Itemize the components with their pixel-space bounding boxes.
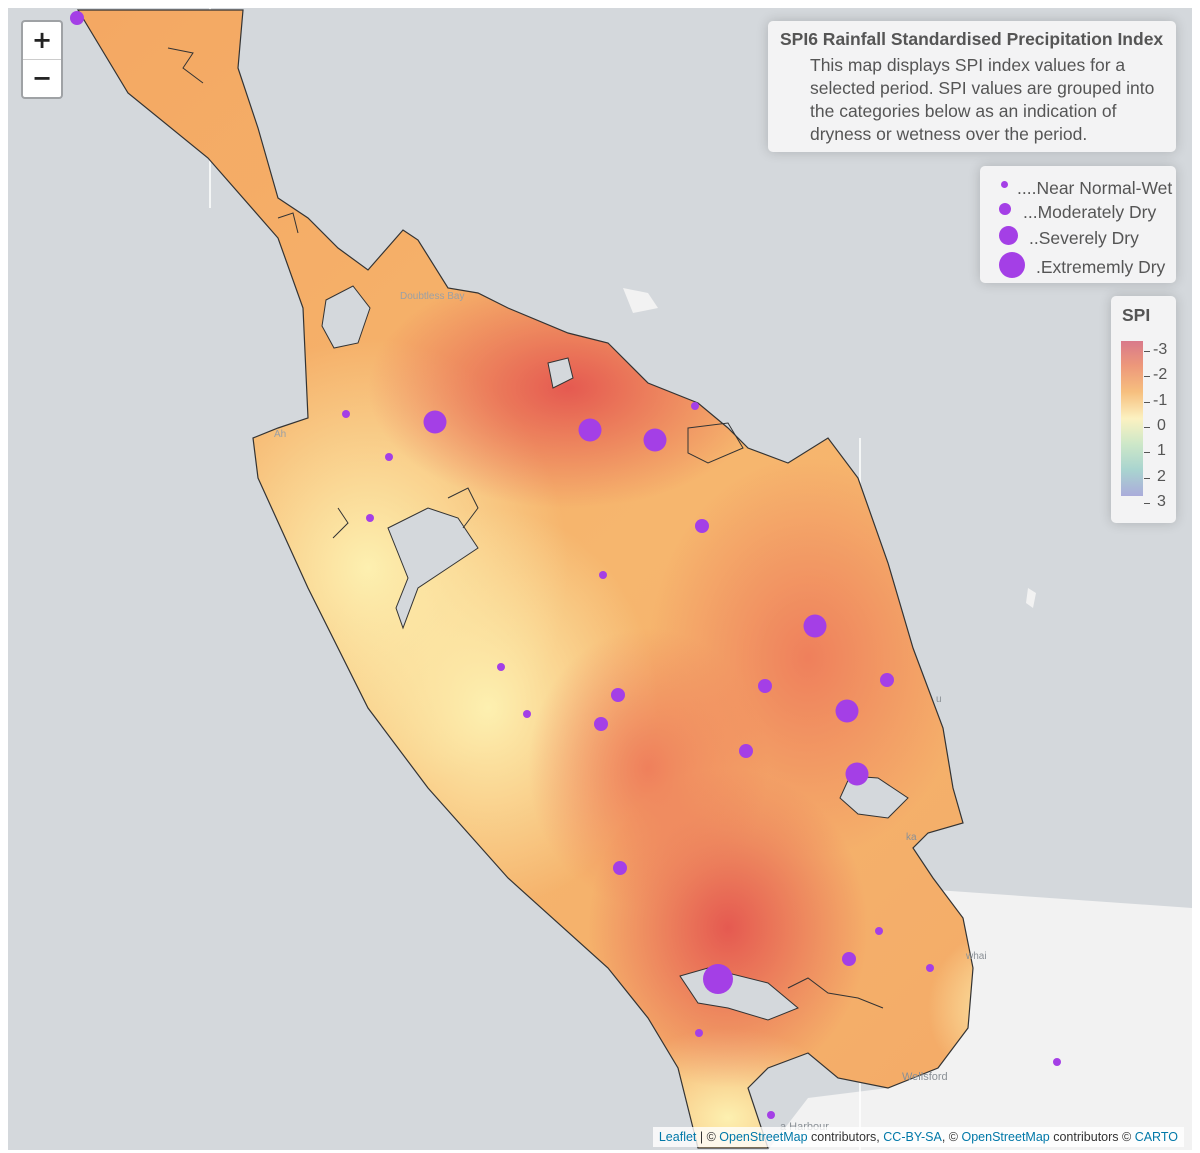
site-marker[interactable] (423, 410, 447, 434)
cc-by-sa-link[interactable]: CC-BY-SA (883, 1130, 942, 1144)
spi-legend-title: SPI (1122, 305, 1151, 325)
site-marker[interactable] (835, 699, 859, 723)
site-marker[interactable] (594, 717, 608, 731)
place-label-ka: ka (906, 832, 917, 843)
site-marker[interactable] (845, 762, 869, 786)
legend-tick (1144, 503, 1150, 504)
site-marker[interactable] (578, 418, 602, 442)
site-marker[interactable] (342, 410, 350, 418)
carto-link[interactable]: CARTO (1134, 1130, 1178, 1144)
size-legend: ....Near Normal-Wet ...Moderately Dry ..… (980, 166, 1176, 283)
site-marker[interactable] (643, 428, 667, 452)
hokianga-harbour (387, 507, 479, 630)
coastline (76, 9, 974, 1149)
site-marker[interactable] (366, 514, 374, 522)
legend-tick-label: -1 (1153, 392, 1168, 409)
place-label-wellsford: Wellsford (902, 1071, 948, 1083)
legend-tick (1144, 376, 1150, 377)
legend-tick-label: 1 (1157, 442, 1166, 459)
openstreetmap-link[interactable]: OpenStreetMap (719, 1130, 808, 1144)
legend-label: ..Severely Dry (1029, 228, 1139, 248)
site-marker[interactable] (926, 964, 934, 972)
site-marker[interactable] (695, 1029, 703, 1037)
site-marker[interactable] (758, 679, 772, 693)
legend-label: .Extrememly Dry (1036, 257, 1166, 277)
spi-color-ramp (1121, 341, 1143, 496)
site-marker[interactable] (695, 519, 709, 533)
site-marker[interactable] (739, 744, 753, 758)
site-marker[interactable] (611, 688, 625, 702)
site-marker[interactable] (523, 710, 531, 718)
southern-land (768, 888, 1192, 1150)
legend-tick-label: -3 (1153, 341, 1168, 358)
size-legend-item: ....Near Normal-Wet (980, 174, 1176, 200)
site-marker[interactable] (880, 673, 894, 687)
attribution-text: contributors © (1049, 1130, 1135, 1144)
legend-tick (1144, 402, 1150, 403)
legend-tick-label: 0 (1157, 417, 1166, 434)
place-label-doubtless-bay: Doubtless Bay (400, 291, 464, 302)
legend-tick (1144, 452, 1150, 453)
site-marker[interactable] (691, 402, 699, 410)
zoom-control: + − (21, 20, 63, 99)
place-label-whai: whai (965, 951, 987, 962)
site-marker[interactable] (385, 453, 393, 461)
size-legend-item: .Extrememly Dry (980, 251, 1176, 278)
size-legend-item: ...Moderately Dry (980, 198, 1176, 224)
site-marker[interactable] (703, 964, 733, 994)
site-marker[interactable] (1053, 1058, 1061, 1066)
zoom-in-button[interactable]: + (23, 22, 61, 60)
legend-tick-label: -2 (1153, 366, 1168, 383)
legend-tick-label: 2 (1157, 468, 1166, 485)
zoom-out-button[interactable]: − (31, 64, 53, 92)
spi-color-legend: SPI -3 -2 -1 0 1 2 3 (1111, 296, 1176, 523)
legend-tick-label: 3 (1157, 493, 1166, 510)
site-marker[interactable] (842, 952, 856, 966)
legend-dot-moderately-dry (999, 203, 1011, 215)
legend-dot-extremely-dry (999, 252, 1025, 278)
whangarei-harbour (839, 775, 909, 819)
legend-dot-severely-dry (999, 226, 1018, 245)
site-marker[interactable] (875, 927, 883, 935)
info-title: SPI6 Rainfall Standardised Precipitation… (780, 29, 1164, 49)
attribution-text: contributors, (807, 1130, 884, 1144)
legend-tick (1144, 427, 1150, 428)
place-label-ahipara: Ah (274, 429, 286, 440)
legend-label: ....Near Normal-Wet (1017, 178, 1173, 198)
attribution-text: | © (696, 1130, 720, 1144)
legend-label: ...Moderately Dry (1023, 202, 1157, 222)
info-description: This map displays SPI index values for a… (810, 55, 1155, 144)
legend-tick (1144, 351, 1150, 352)
map-container[interactable]: Doubtless Bay Ah Wellsford a Harbour wha… (8, 8, 1192, 1150)
site-marker[interactable] (767, 1111, 775, 1119)
spi-markers (70, 11, 1061, 1119)
site-marker[interactable] (599, 571, 607, 579)
site-marker[interactable] (497, 663, 505, 671)
attribution-text: , © (941, 1130, 962, 1144)
site-marker[interactable] (70, 11, 84, 25)
site-marker[interactable] (803, 614, 827, 638)
place-label-u: u (936, 694, 942, 705)
site-marker[interactable] (613, 861, 627, 875)
legend-tick (1144, 478, 1150, 479)
info-panel: SPI6 Rainfall Standardised Precipitation… (768, 21, 1176, 152)
harbour (321, 285, 371, 349)
size-legend-item: ..Severely Dry (980, 223, 1176, 249)
basemap: Doubtless Bay Ah Wellsford a Harbour wha… (70, 8, 1192, 1150)
attribution: Leaflet | © OpenStreetMap contributors, … (652, 1127, 1184, 1147)
legend-dot-near-normal (1001, 181, 1008, 188)
openstreetmap-link-2[interactable]: OpenStreetMap (961, 1130, 1050, 1144)
leaflet-link[interactable]: Leaflet (658, 1130, 697, 1144)
